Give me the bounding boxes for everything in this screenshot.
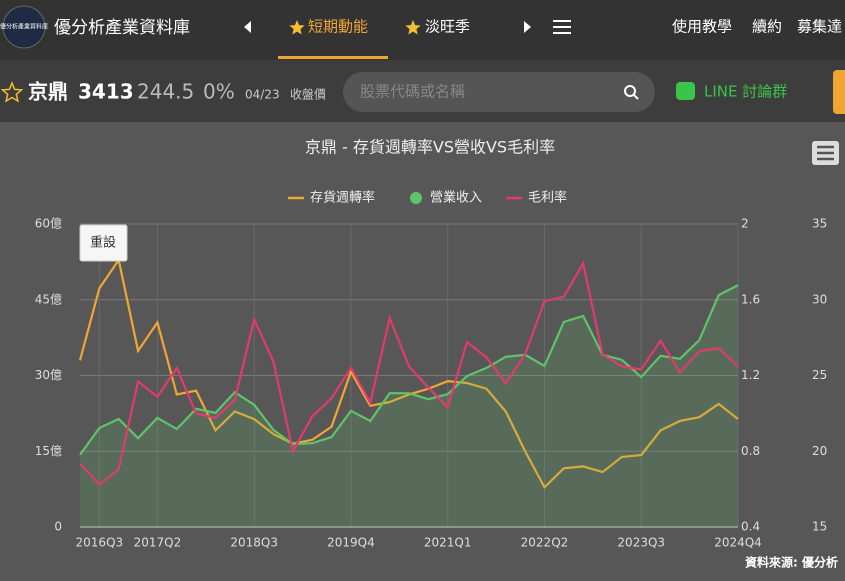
site-title[interactable]: 優分析產業資料庫 [54,18,190,38]
legend-label[interactable]: 營業收入 [430,190,482,206]
menu-icon[interactable] [553,20,571,34]
y2-tick-label: 0.8 [741,444,760,458]
nav-next[interactable] [524,21,531,33]
legend-label[interactable]: 存貨週轉率 [310,190,375,206]
nav-prev[interactable] [244,21,251,33]
stock-date: 04/23 [245,88,280,102]
y3-tick-label: 30 [812,292,827,306]
line [79,260,739,487]
action-button[interactable] [833,70,845,114]
y-tick-label: 45億 [35,292,62,306]
search-icon-handle [633,94,639,100]
nav-underline [278,56,388,59]
stock-price: 244.5 [137,80,194,104]
y2-tick-label: 1.2 [741,368,760,382]
area-line [79,284,739,456]
top-nav [0,0,845,60]
line [78,257,739,490]
y2-tick-label: 1.6 [741,292,760,306]
reset-button[interactable] [79,224,128,262]
nav-item[interactable]: 短期動能 [308,18,368,36]
star [405,20,421,35]
star-icon [289,20,305,35]
line-group-link[interactable]: LINE 討論群 [704,83,787,101]
search-icon[interactable] [624,85,636,97]
area-fill [80,285,738,527]
star [289,20,305,35]
legend-symbol [410,192,422,204]
price-label: 收盤價 [290,88,326,102]
x-tick-label: 2017Q2 [134,536,182,550]
nav-link[interactable]: 續約 [752,18,782,36]
x-tick-label: 2023Q3 [617,536,665,550]
search-placeholder: 股票代碼或名稱 [360,83,465,101]
reset-label: 重設 [90,235,116,251]
y2-tick-label: 2 [741,217,749,231]
x-tick-label: 2022Q2 [521,536,569,550]
chart-title: 京鼎 - 存貨週轉率VS營收VS毛利率 [305,138,555,157]
favorite-icon[interactable] [0,81,24,103]
y-tick-label: 0 [54,520,62,534]
line-icon [676,82,695,100]
nav-link[interactable]: 募集達 [797,18,842,36]
stock-change: 0% [203,80,235,104]
chart: 京鼎 - 存貨週轉率VS營收VS毛利率 0 15億 30億 45億 60億 0.4 0.8 1.… [35,138,828,550]
x-tick-label: 2016Q3 [76,536,124,550]
logo[interactable] [2,5,46,49]
source: 資料來源: 優分析 [745,555,838,570]
y3-tick-label: 20 [812,444,827,458]
logo-text: 優分析產業資料庫 [0,23,48,31]
search-box[interactable] [343,72,655,112]
x-tick-label: 2021Q1 [424,536,472,550]
y3-tick-label: 25 [812,368,827,382]
y-tick-label: 30億 [35,368,62,382]
y-tick-label: 60億 [35,217,62,231]
chart-menu-icon [817,145,834,161]
y3-tick-label: 15 [812,520,827,534]
stock-name: 京鼎 [28,80,68,104]
stock-code: 3413 [78,80,134,104]
y-tick-label: 15億 [35,444,62,458]
x-tick-label: 2018Q3 [230,536,278,550]
y3-tick-label: 35 [812,217,827,231]
nav-item[interactable]: 淡旺季 [425,18,470,36]
star-icon [405,20,421,35]
nav-link[interactable]: 使用教學 [672,18,732,36]
x-tick-label: 2024Q4 [714,536,762,550]
y2-tick-label: 0.4 [741,520,760,534]
star [0,81,24,103]
x-tick-label: 2019Q4 [327,536,375,550]
legend-label[interactable]: 毛利率 [528,190,567,206]
